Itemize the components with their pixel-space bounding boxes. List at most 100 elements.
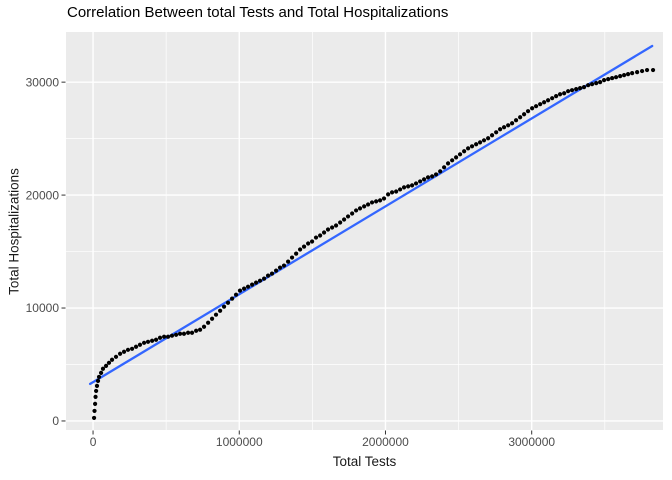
scatter-point — [181, 331, 187, 336]
chart-title: Correlation Between total Tests and Tota… — [67, 4, 449, 21]
scatter-point — [265, 273, 271, 278]
scatter-point — [321, 230, 327, 235]
scatter-point — [613, 75, 619, 80]
scatter-point — [622, 73, 627, 78]
scatter-point — [462, 149, 467, 154]
scatter-point — [365, 202, 371, 207]
scatter-point — [362, 204, 367, 209]
scatter-point — [301, 244, 307, 249]
scatter-point — [269, 271, 275, 276]
scatter-point — [481, 138, 487, 143]
scatter-point — [618, 74, 623, 79]
scatter-point — [141, 340, 147, 345]
scatter-point — [513, 118, 519, 123]
scatter-point — [469, 144, 475, 149]
scatter-point — [421, 177, 427, 182]
scatter-point — [538, 102, 543, 107]
scatter-point — [569, 88, 575, 93]
scatter-point — [430, 174, 435, 179]
scatter-point — [438, 169, 443, 174]
scatter-point — [277, 265, 283, 270]
scatter-point — [121, 349, 127, 354]
scatter-point — [185, 330, 191, 335]
scatter-point — [150, 338, 155, 343]
y-tick-label: 0 — [52, 414, 59, 428]
scatter-point — [644, 67, 650, 73]
scatter-point — [177, 331, 183, 336]
y-tick-label: 20000 — [26, 188, 60, 202]
scatter-point — [498, 127, 503, 132]
scatter-point — [342, 217, 347, 222]
scatter-point — [494, 130, 499, 135]
scatter-point — [550, 96, 555, 101]
scatter-point — [474, 142, 479, 147]
scatter-point — [409, 183, 415, 188]
scatter-point — [281, 263, 287, 268]
scatter-point — [406, 184, 411, 189]
scatter-point — [174, 332, 179, 337]
x-axis-title: Total Tests — [332, 454, 397, 469]
x-tick-label: 1000000 — [216, 435, 263, 449]
scatter-point — [562, 91, 567, 96]
scatter-point — [95, 378, 101, 383]
scatter-point — [133, 344, 139, 349]
scatter-point — [92, 401, 98, 407]
scatter-point — [274, 268, 279, 273]
scatter-point — [450, 158, 455, 163]
scatter-point — [325, 227, 331, 232]
scatter-point — [506, 123, 511, 128]
scatter-point — [338, 220, 343, 225]
scatter-point — [510, 121, 515, 126]
scatter-point — [489, 133, 495, 138]
scatter-point — [165, 334, 171, 339]
scatter-point — [100, 366, 106, 371]
scatter-point — [345, 214, 351, 219]
scatter-point — [333, 223, 339, 228]
scatter-point — [521, 112, 527, 117]
scatter-point — [318, 233, 323, 238]
scatter-point — [433, 172, 439, 177]
scatter-point — [257, 278, 263, 283]
scatter-point — [286, 259, 291, 264]
scatter-point — [374, 199, 379, 204]
scatter-point — [330, 225, 335, 230]
scatter-point — [106, 360, 112, 365]
scatter-point — [230, 296, 235, 301]
scatter-point — [92, 408, 97, 414]
scatter-point — [125, 347, 131, 352]
scatter-point — [91, 415, 97, 421]
scatter-point — [601, 78, 607, 83]
scatter-point — [153, 337, 159, 342]
scatter-point — [225, 300, 231, 305]
scatter-point — [381, 196, 387, 201]
scatter-point — [557, 92, 563, 97]
scatter-point — [157, 335, 163, 340]
scatter-point — [566, 89, 571, 94]
scatter-point — [245, 284, 251, 289]
scatter-point — [353, 208, 359, 213]
scatter-point — [94, 388, 99, 394]
scatter-point — [377, 198, 383, 203]
scatter-point — [96, 374, 102, 380]
scatter-point — [103, 363, 109, 368]
scatter-point — [94, 383, 100, 388]
scatter-point — [650, 67, 656, 73]
scatter-point — [201, 324, 207, 329]
scatter-point — [194, 328, 199, 333]
scatter-point — [369, 200, 375, 205]
scatter-point — [394, 189, 399, 194]
scatter-point — [297, 247, 303, 252]
scatter-point — [501, 125, 507, 130]
y-tick-label: 30000 — [26, 75, 60, 89]
scatter-point — [221, 304, 227, 309]
scatter-point — [589, 82, 595, 87]
scatter-point — [594, 81, 599, 86]
scatter-point — [610, 75, 615, 81]
scatter-point — [306, 241, 311, 246]
scatter-point — [237, 288, 243, 293]
scatter-point — [486, 136, 491, 141]
regression-line — [88, 44, 654, 386]
y-axis-title: Total Hospitalizations — [6, 168, 22, 295]
